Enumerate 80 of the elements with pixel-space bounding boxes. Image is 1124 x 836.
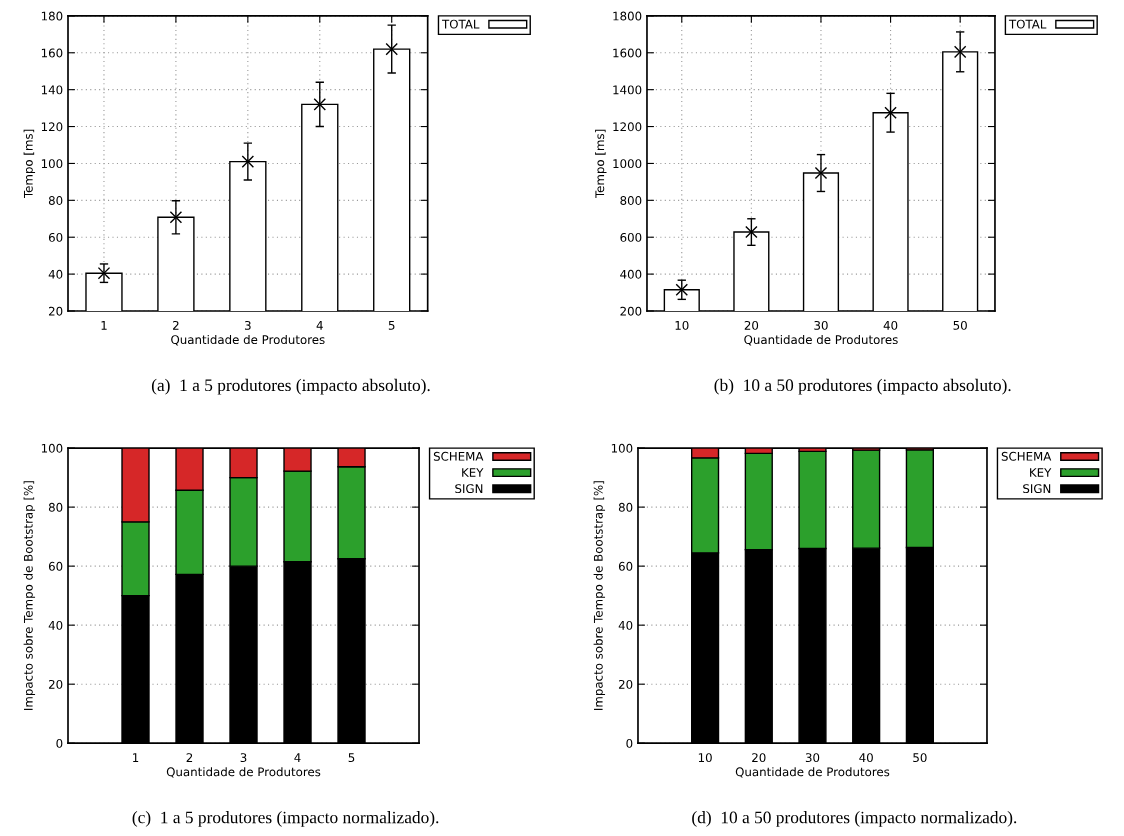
point [953, 45, 967, 59]
text: (d) 10 a 50 produtores (impacto normalizado). [692, 811, 1017, 827]
x-axis-title: Quantidade de Produtores [166, 767, 321, 778]
point [385, 42, 398, 56]
x-tick-label: 5 [348, 753, 355, 763]
y-tick-label: 20 [618, 679, 633, 689]
legend-label: SIGN [1023, 484, 1051, 494]
point [814, 166, 828, 180]
legend-label: KEY [1030, 468, 1052, 477]
x-tick-label: 20 [744, 320, 759, 330]
x-tick-label: 3 [240, 753, 247, 763]
x-tick-label: 2 [173, 320, 179, 330]
legend-label: SCHEMA [1001, 451, 1052, 461]
point [97, 266, 111, 280]
y-tick-label: 1800 [613, 11, 642, 21]
y-tick-label: 100 [611, 443, 633, 453]
y-tick-label: 60 [48, 561, 63, 571]
y-tick-label: 80 [48, 502, 63, 512]
y-axis-title: Impacto sobre Tempo de Bootstrap [%] [593, 481, 606, 710]
y-tick-label: 100 [41, 443, 63, 453]
x-tick-label: 40 [883, 320, 898, 330]
x-tick-label: 3 [244, 320, 251, 330]
point [745, 225, 758, 239]
x-tick-label: 40 [859, 753, 873, 763]
x-tick-label: 10 [675, 320, 689, 330]
y-tick-label: 800 [620, 196, 642, 205]
x-axis-title: Quantidade de Produtores [735, 767, 890, 778]
x-tick-label: 2 [186, 753, 193, 762]
y-tick-label: 1600 [613, 48, 642, 58]
legend-label: TOTAL [441, 19, 480, 29]
text: (a) 1 a 5 produtores (impacto absoluto). [151, 378, 430, 395]
y-tick-label: 1400 [613, 85, 642, 95]
legend-label: KEY [462, 468, 484, 477]
x-tick-label: 30 [805, 753, 820, 763]
text: (c) 1 a 5 produtores (impacto normalizado). [132, 811, 439, 827]
point [675, 283, 689, 297]
point [241, 155, 255, 168]
y-tick-label: 100 [41, 159, 63, 169]
y-tick-label: 20 [48, 306, 63, 316]
x-axis-title: Quantidade de Produtores [171, 334, 325, 346]
y-tick-label: 1200 [613, 122, 642, 132]
y-tick-label: 60 [48, 232, 63, 242]
y-tick-label: 200 [620, 306, 642, 316]
y-tick-label: 80 [48, 196, 63, 205]
y-axis-title: Tempo [ms] [595, 129, 607, 199]
legend-label: SCHEMA [433, 451, 484, 461]
y-tick-label: 1000 [613, 159, 642, 169]
legend-label: TOTAL [1008, 19, 1047, 29]
text: (b) 10 a 50 produtores (impacto absoluto). [714, 378, 1011, 395]
y-tick-label: 40 [48, 620, 63, 630]
x-tick-label: 20 [752, 753, 766, 763]
y-tick-label: 40 [618, 620, 633, 630]
y-tick-label: 20 [48, 679, 63, 689]
legend-label: SIGN [455, 484, 483, 494]
x-tick-label: 10 [698, 753, 712, 763]
y-axis-title: Impacto sobre Tempo de Bootstrap [%] [23, 481, 36, 710]
y-tick-label: 0 [626, 738, 633, 748]
x-tick-label: 30 [814, 320, 828, 330]
point [884, 106, 897, 119]
x-axis-title: Quantidade de Produtores [744, 334, 898, 346]
y-tick-label: 120 [41, 122, 63, 132]
y-tick-label: 0 [56, 738, 63, 748]
point [169, 211, 183, 224]
y-tick-label: 160 [41, 48, 63, 58]
y-tick-label: 60 [618, 561, 633, 571]
y-tick-label: 180 [41, 11, 63, 21]
y-tick-label: 400 [620, 269, 642, 279]
x-tick-label: 50 [913, 753, 927, 763]
y-tick-label: 140 [41, 85, 63, 95]
x-tick-label: 4 [294, 753, 301, 762]
y-axis-title: Tempo [ms] [23, 129, 36, 199]
x-tick-label: 50 [953, 320, 967, 330]
x-tick-label: 1 [133, 753, 139, 762]
x-tick-label: 4 [316, 321, 323, 330]
y-tick-label: 40 [48, 269, 63, 279]
y-tick-label: 600 [620, 232, 642, 242]
x-tick-label: 5 [388, 321, 395, 330]
x-tick-label: 1 [101, 321, 107, 330]
point [313, 98, 327, 111]
y-tick-label: 80 [618, 502, 633, 512]
